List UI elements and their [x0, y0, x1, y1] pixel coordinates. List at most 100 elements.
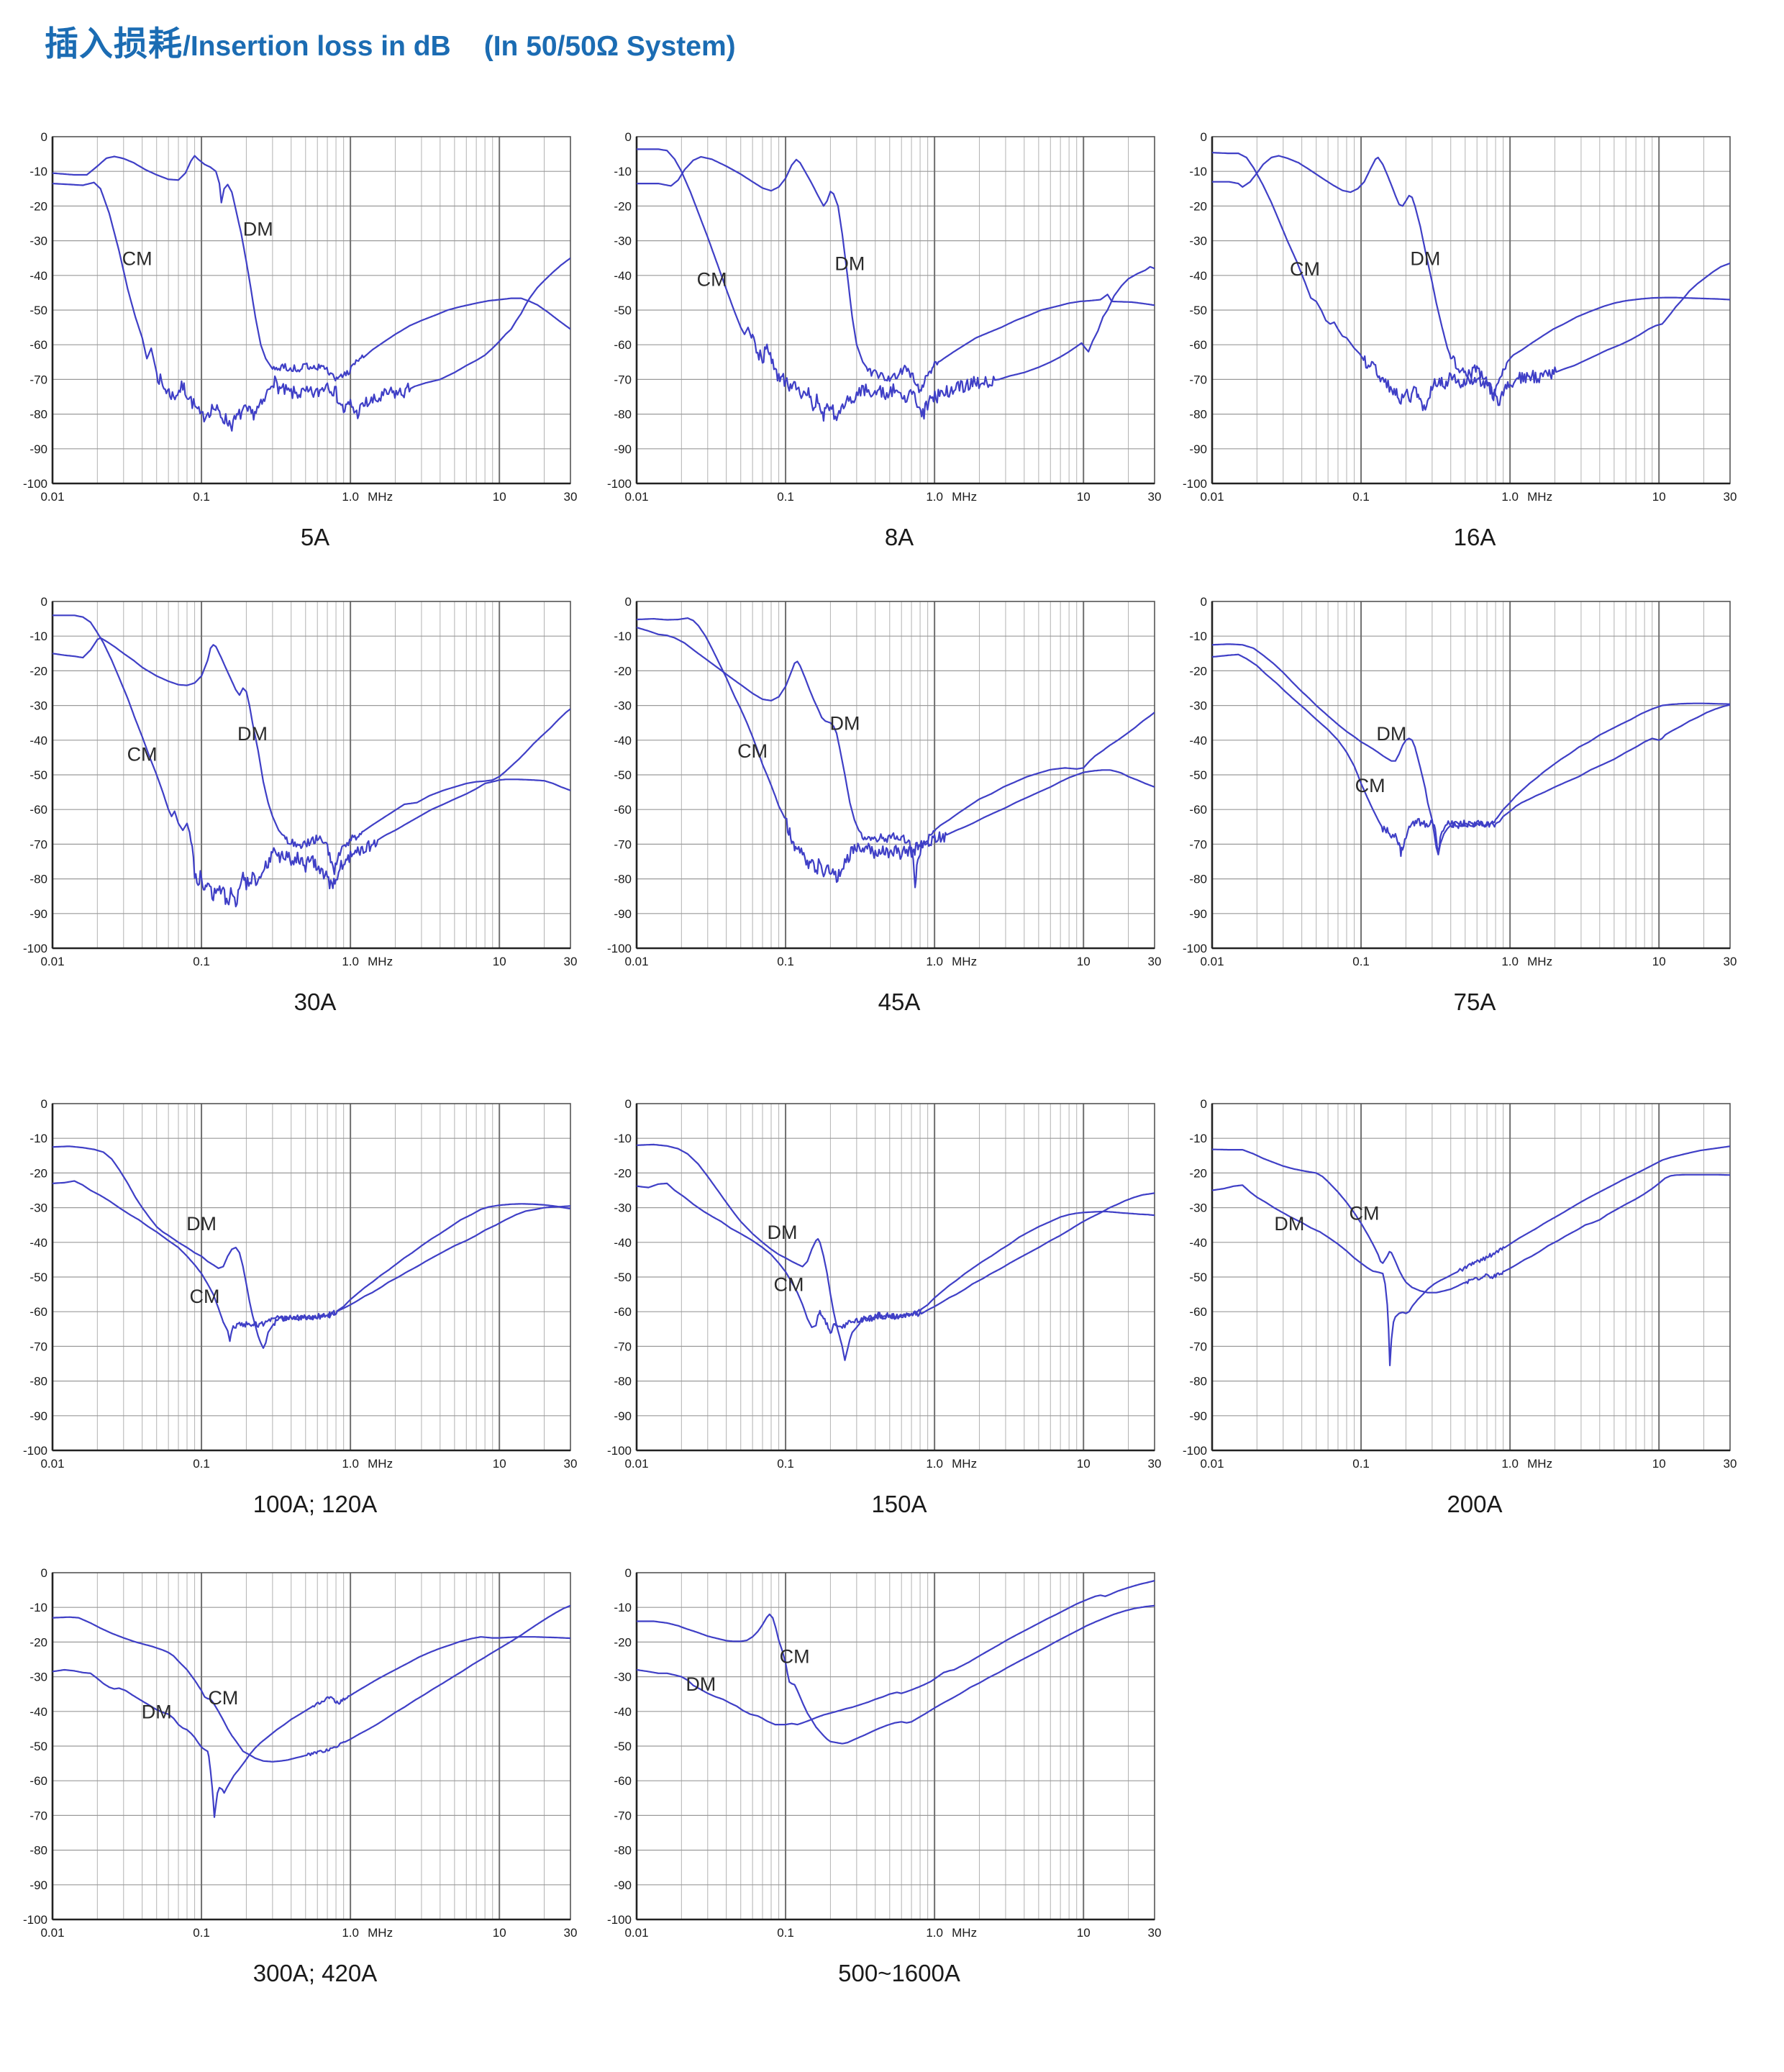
svg-text:-20: -20 [29, 664, 47, 678]
svg-text:CM: CM [737, 740, 768, 762]
svg-text:-100: -100 [1183, 1444, 1207, 1458]
svg-text:-70: -70 [1189, 1340, 1207, 1353]
svg-text:0.1: 0.1 [1352, 1457, 1370, 1471]
svg-text:30: 30 [1148, 1457, 1162, 1471]
svg-text:-90: -90 [614, 1878, 632, 1892]
svg-text:-100: -100 [23, 477, 47, 491]
svg-text:-100: -100 [23, 1913, 47, 1927]
svg-text:-40: -40 [614, 1236, 632, 1250]
svg-text:-30: -30 [1189, 1201, 1207, 1215]
svg-text:-60: -60 [614, 1305, 632, 1319]
svg-text:-80: -80 [614, 1375, 632, 1389]
svg-text:30: 30 [1148, 1926, 1162, 1940]
title-english: Insertion loss in dB [190, 31, 451, 62]
svg-text:-40: -40 [614, 1705, 632, 1719]
svg-text:1.0: 1.0 [342, 490, 359, 504]
svg-text:0: 0 [625, 596, 632, 609]
svg-text:-60: -60 [614, 1774, 632, 1788]
svg-text:-60: -60 [1189, 338, 1207, 352]
svg-text:0.01: 0.01 [624, 955, 648, 968]
svg-text:-90: -90 [29, 907, 47, 921]
svg-text:MHz: MHz [952, 955, 977, 968]
svg-text:-40: -40 [614, 734, 632, 748]
svg-text:1.0: 1.0 [926, 490, 943, 504]
svg-text:-40: -40 [1189, 734, 1207, 748]
svg-text:-50: -50 [29, 1740, 47, 1753]
svg-text:-80: -80 [29, 1375, 47, 1389]
svg-text:MHz: MHz [1527, 1457, 1552, 1471]
svg-text:0: 0 [1201, 1098, 1207, 1111]
svg-text:-50: -50 [614, 1740, 632, 1753]
svg-text:-10: -10 [614, 1601, 632, 1614]
svg-text:-20: -20 [1189, 664, 1207, 678]
chart-caption: 45A [878, 989, 921, 1015]
svg-text:1.0: 1.0 [342, 955, 359, 968]
svg-text:MHz: MHz [952, 1457, 977, 1471]
chart-caption: 30A [293, 989, 337, 1015]
chart-30a: 0 -10 -20 -30 -40 -50 -60 -70 -80 -90 -100 0.01 0.1 1… [20, 596, 578, 1016]
svg-text:-100: -100 [23, 1444, 47, 1458]
svg-text:CM: CM [780, 1645, 810, 1667]
svg-text:0: 0 [41, 596, 47, 609]
svg-text:-90: -90 [1189, 442, 1207, 456]
chart-caption: 5A [300, 524, 330, 550]
svg-text:10: 10 [1077, 490, 1091, 504]
svg-text:-100: -100 [23, 942, 47, 955]
svg-text:-70: -70 [29, 1809, 47, 1822]
svg-text:MHz: MHz [368, 490, 393, 504]
svg-text:-60: -60 [29, 803, 47, 817]
svg-text:-60: -60 [29, 338, 47, 352]
svg-text:-30: -30 [614, 235, 632, 248]
svg-text:-80: -80 [29, 1844, 47, 1858]
svg-text:-20: -20 [29, 199, 47, 213]
svg-text:DM: DM [834, 253, 865, 275]
svg-text:1.0: 1.0 [1501, 490, 1519, 504]
svg-text:-60: -60 [29, 1305, 47, 1319]
svg-text:-40: -40 [29, 269, 47, 283]
svg-text:CM: CM [1349, 1202, 1379, 1224]
svg-text:1.0: 1.0 [926, 955, 943, 968]
svg-text:0: 0 [625, 1567, 632, 1580]
title-chinese: 插入损耗 [45, 24, 183, 63]
svg-text:-20: -20 [614, 664, 632, 678]
svg-text:-10: -10 [29, 1601, 47, 1614]
svg-text:-10: -10 [614, 165, 632, 178]
svg-text:-40: -40 [1189, 269, 1207, 283]
svg-text:MHz: MHz [368, 1926, 393, 1940]
svg-text:1.0: 1.0 [926, 1457, 943, 1471]
svg-text:CM: CM [127, 744, 158, 765]
svg-text:CM: CM [1355, 775, 1385, 796]
svg-text:30: 30 [1724, 1457, 1737, 1471]
svg-text:30: 30 [1148, 955, 1162, 968]
svg-text:30: 30 [1724, 490, 1737, 504]
svg-text:-60: -60 [1189, 1305, 1207, 1319]
svg-text:-70: -70 [1189, 837, 1207, 851]
svg-text:-20: -20 [614, 1166, 632, 1180]
svg-text:-30: -30 [29, 1201, 47, 1215]
chart-caption: 500~1600A [838, 1960, 960, 1986]
chart-caption: 200A [1447, 1491, 1503, 1517]
svg-text:-80: -80 [1189, 408, 1207, 422]
title-slash: / [183, 31, 191, 62]
svg-text:10: 10 [493, 490, 506, 504]
svg-text:-50: -50 [1189, 304, 1207, 317]
chart-caption: 150A [871, 1491, 927, 1517]
svg-text:-90: -90 [1189, 1409, 1207, 1423]
svg-text:-100: -100 [1183, 942, 1207, 955]
svg-text:-50: -50 [1189, 1271, 1207, 1284]
svg-text:10: 10 [1077, 1457, 1091, 1471]
svg-text:30: 30 [564, 490, 578, 504]
svg-text:0.01: 0.01 [624, 1926, 648, 1940]
svg-text:-60: -60 [614, 338, 632, 352]
svg-text:-20: -20 [1189, 1166, 1207, 1180]
svg-text:-40: -40 [29, 734, 47, 748]
svg-text:-50: -50 [29, 768, 47, 782]
svg-text:-10: -10 [1189, 1132, 1207, 1145]
svg-text:0.1: 0.1 [1352, 490, 1370, 504]
svg-text:-90: -90 [614, 907, 632, 921]
svg-text:-40: -40 [1189, 1236, 1207, 1250]
